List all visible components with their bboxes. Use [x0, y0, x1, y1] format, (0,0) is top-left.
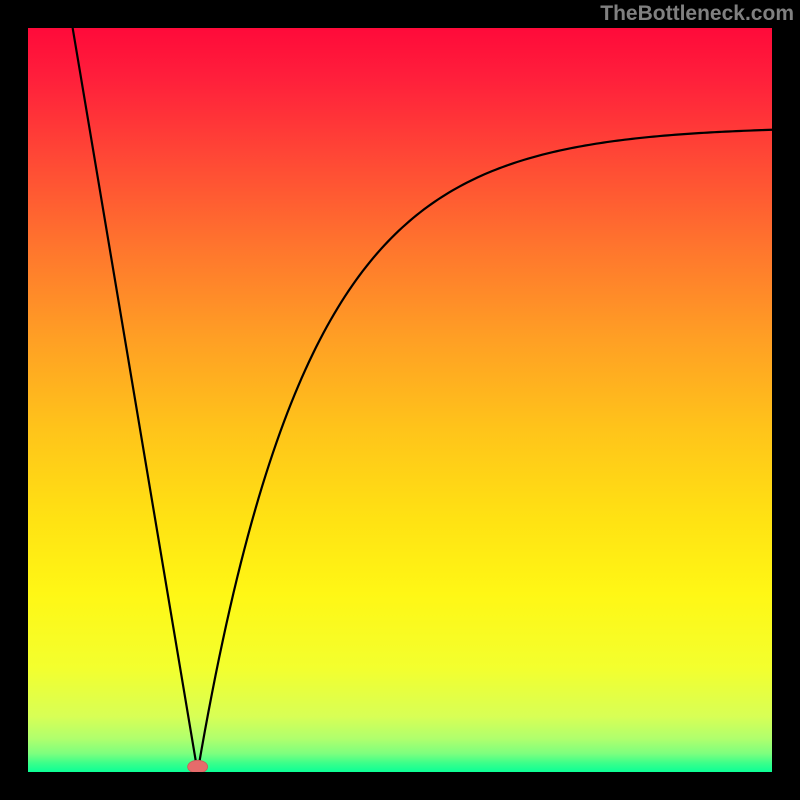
bottleneck-plot [28, 28, 772, 772]
gradient-background [28, 28, 772, 772]
figure-frame: TheBottleneck.com [0, 0, 800, 800]
watermark-text: TheBottleneck.com [600, 2, 794, 26]
optimum-marker [188, 760, 208, 772]
